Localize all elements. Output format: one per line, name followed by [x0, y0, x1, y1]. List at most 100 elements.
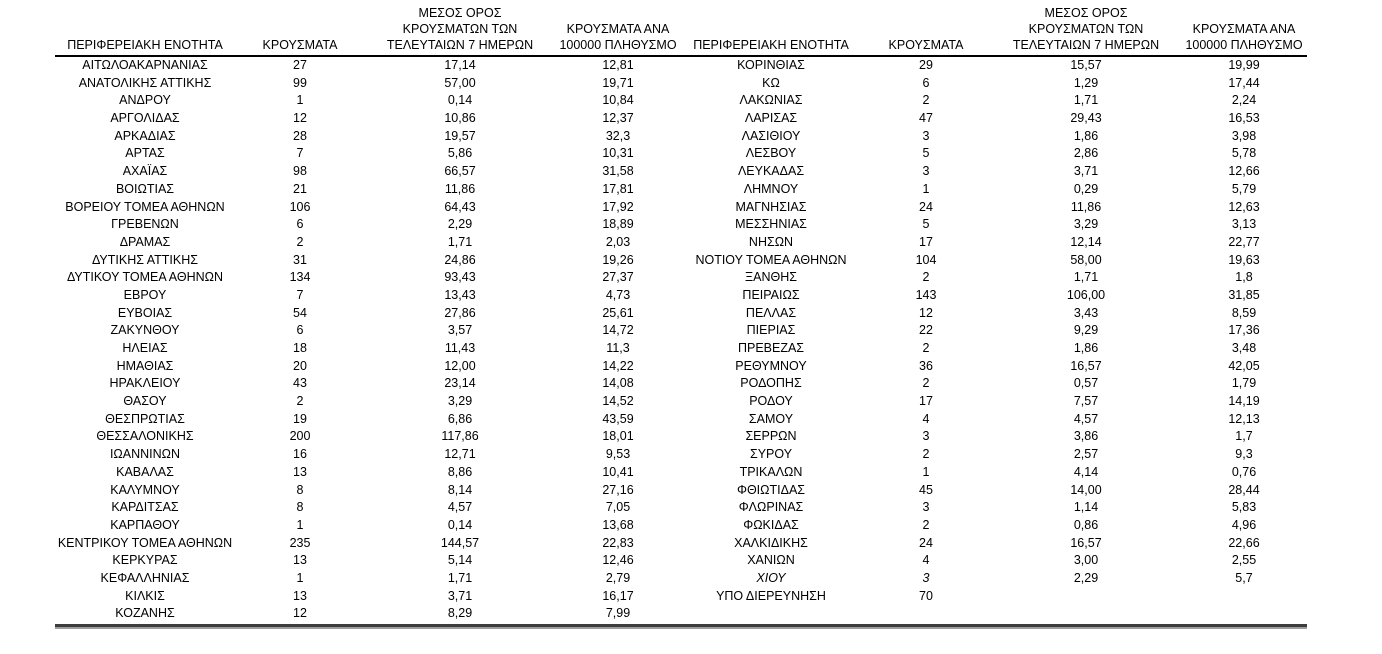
cell-per100k: 19,99 — [1228, 58, 1260, 72]
cell-cases: 6 — [296, 217, 304, 232]
cell-per100k: 14,22 — [602, 358, 634, 373]
cell-per100k: 18,89 — [602, 217, 634, 232]
cell-avg7: 0,14 — [447, 517, 473, 532]
table-row: ΒΟΡΕΙΟΥ ΤΟΜΕΑ ΑΘΗΝΩΝ 106 64,43 17,92 ΜΑΓΝΗΣΙ… — [55, 199, 1307, 217]
cell-region: ΑΡΚΑΔΙΑΣ — [114, 128, 176, 143]
table-row: ΚΑΒΑΛΑΣ 13 8,86 10,41 ΤΡΙΚΑΛΩΝ 1 4,14 0,76 — [55, 464, 1307, 482]
cell-region: ΑΡΓΟΛΙΔΑΣ — [110, 111, 180, 126]
cell-per100k: 18,01 — [602, 429, 634, 444]
header-cases: ΚΡΟΥΣΜΑΤΑ — [262, 38, 338, 52]
bottom-rule — [55, 624, 1307, 627]
cell-avg7: 117,86 — [441, 429, 479, 444]
table-row: ΑΡΤΑΣ 7 5,86 10,31 ΛΕΣΒΟΥ 5 2,86 5,78 — [55, 145, 1307, 163]
cell-avg7: 3,71 — [447, 588, 473, 603]
cell-per100k: 4,73 — [605, 287, 631, 302]
table-row: ΕΥΒΟΙΑΣ 54 27,86 25,61 ΠΕΛΛΑΣ 12 3,43 8,59 — [55, 305, 1307, 323]
cell-per100k: 11,3 — [606, 341, 630, 355]
cell-region: ΣΥΡΟΥ — [749, 447, 793, 462]
cell-cases: 235 — [289, 535, 311, 550]
cell-cases: 13 — [293, 464, 307, 479]
cell-avg7 — [991, 605, 1181, 623]
table-row: ΚΙΛΚΙΣ 13 3,71 16,17 ΥΠΟ ΔΙΕΡΕΥΝΗΣΗ 70 — [55, 588, 1307, 606]
cell-avg7: 93,43 — [444, 270, 476, 285]
cell-cases: 6 — [296, 323, 304, 338]
table-row: ΑΧΑΪΑΣ 98 66,57 31,58 ΛΕΥΚΑΔΑΣ 3 3,71 12,66 — [55, 163, 1307, 181]
cell-cases: 5 — [922, 146, 930, 161]
cell-avg7: 3,43 — [1073, 305, 1099, 320]
header-per100k: ΚΡΟΥΣΜΑΤΑ ΑΝΑ 100000 ΠΛΗΘΥΣΜΟ — [1185, 22, 1303, 52]
cell-region: ΠΡΕΒΕΖΑΣ — [737, 341, 805, 355]
cell-region: ΕΥΒΟΙΑΣ — [117, 305, 173, 320]
cell-avg7: 144,57 — [440, 535, 480, 550]
cell-region: ΜΑΓΝΗΣΙΑΣ — [735, 199, 807, 214]
cell-per100k: 10,84 — [602, 93, 634, 108]
cell-region: ΚΟΡΙΝΘΙΑΣ — [737, 58, 805, 72]
cell-cases: 21 — [293, 181, 307, 196]
cell-per100k: 5,83 — [1231, 500, 1257, 515]
cell-cases: 22 — [919, 323, 933, 338]
cell-region: ΣΑΜΟΥ — [748, 411, 794, 426]
cell-cases: 18 — [293, 341, 307, 355]
table-row: ΚΑΛΥΜΝΟΥ 8 8,14 27,16 ΦΘΙΩΤΙΔΑΣ 45 14,00 28,44 — [55, 482, 1307, 500]
cell-avg7: 8,86 — [447, 464, 473, 479]
table-row: ΔΡΑΜΑΣ 2 1,71 2,03 ΝΗΣΩΝ 17 12,14 22,77 — [55, 234, 1307, 252]
cell-avg7: 24,86 — [444, 252, 476, 267]
cell-per100k: 12,66 — [1228, 164, 1260, 179]
cell-region: ΚΑΒΑΛΑΣ — [116, 464, 174, 479]
cell-region: ΠΕΛΛΑΣ — [745, 305, 797, 320]
cell-region: ΦΩΚΙΔΑΣ — [743, 517, 799, 532]
table-row: ΑΙΤΩΛΟΑΚΑΡΝΑΝΙΑΣ 27 17,14 12,81 ΚΟΡΙΝΘΙΑΣ 29 1… — [55, 57, 1307, 75]
cell-avg7: 1,71 — [1073, 270, 1099, 285]
cell-cases: 2 — [922, 376, 930, 391]
cell-avg7: 5,86 — [447, 146, 473, 161]
table-row: ΗΜΑΘΙΑΣ 20 12,00 14,22 ΡΕΘΥΜΝΟΥ 36 16,57 42,05 — [55, 358, 1307, 376]
cell-cases: 7 — [296, 146, 304, 161]
table-row: ΙΩΑΝΝΙΝΩΝ 16 12,71 9,53 ΣΥΡΟΥ 2 2,57 9,3 — [55, 446, 1307, 464]
cell-per100k: 28,44 — [1228, 482, 1260, 497]
table-body: ΑΙΤΩΛΟΑΚΑΡΝΑΝΙΑΣ 27 17,14 12,81 ΚΟΡΙΝΘΙΑΣ 29 1… — [55, 57, 1307, 623]
cell-region: ΚΩ — [762, 75, 780, 90]
cell-per100k: 2,55 — [1231, 553, 1257, 568]
cell-region: ΧΑΛΚΙΔΙΚΗΣ — [734, 535, 808, 550]
cell-per100k: 14,19 — [1228, 394, 1260, 409]
cell-avg7: 2,86 — [1073, 146, 1099, 161]
cell-region: ΚΑΡΠΑΘΟΥ — [110, 517, 180, 532]
cell-avg7: 0,57 — [1073, 376, 1099, 391]
cell-cases: 98 — [293, 164, 307, 179]
cell-avg7: 7,57 — [1073, 394, 1099, 409]
cell-cases: 54 — [293, 305, 307, 320]
cell-per100k: 10,41 — [602, 464, 634, 479]
cell-region — [681, 605, 861, 623]
cell-region: ΛΑΚΩΝΙΑΣ — [739, 93, 803, 108]
cell-per100k: 14,52 — [602, 394, 634, 409]
cell-region: ΔΥΤΙΚΗΣ ΑΤΤΙΚΗΣ — [92, 252, 198, 267]
cell-cases: 3 — [922, 429, 930, 444]
cell-avg7: 57,00 — [444, 75, 476, 90]
cell-avg7 — [991, 588, 1181, 606]
cell-region: ΥΠΟ ΔΙΕΡΕΥΝΗΣΗ — [716, 588, 826, 603]
cell-per100k — [1181, 605, 1307, 623]
cell-per100k: 22,83 — [602, 535, 634, 550]
table-row: ΑΡΚΑΔΙΑΣ 28 19,57 32,3 ΛΑΣΙΘΙΟΥ 3 1,86 3,98 — [55, 128, 1307, 146]
table-row: ΚΟΖΑΝΗΣ 12 8,29 7,99 — [55, 605, 1307, 623]
header-avg7: ΜΕΣΟΣ ΟΡΟΣ ΚΡΟΥΣΜΑΤΩΝ ΤΩΝ ΤΕΛΕΥΤΑΙΩΝ 7 Η… — [1012, 6, 1160, 52]
cell-cases: 4 — [922, 411, 930, 426]
table-row: ΒΟΙΩΤΙΑΣ 21 11,86 17,81 ΛΗΜΝΟΥ 1 0,29 5,79 — [55, 181, 1307, 199]
cell-per100k: 17,36 — [1228, 323, 1260, 338]
cell-region: ΚΕΝΤΡΙΚΟΥ ΤΟΜΕΑ ΑΘΗΝΩΝ — [57, 535, 233, 550]
cell-cases: 3 — [922, 570, 930, 585]
cell-cases: 20 — [293, 358, 307, 373]
cell-cases: 104 — [915, 252, 937, 267]
cell-cases: 2 — [296, 394, 304, 409]
cell-cases: 6 — [922, 75, 930, 90]
cell-cases: 143 — [915, 287, 937, 302]
cell-avg7: 9,29 — [1073, 323, 1099, 338]
cell-region: ΑΧΑΪΑΣ — [122, 164, 168, 179]
cell-region: ΧΑΝΙΩΝ — [747, 553, 795, 568]
cell-region: ΞΑΝΘΗΣ — [745, 270, 797, 285]
cell-avg7: 11,86 — [444, 181, 476, 196]
cell-region: ΛΑΡΙΣΑΣ — [744, 111, 798, 126]
cell-avg7: 3,29 — [1073, 217, 1099, 232]
cell-per100k: 27,16 — [602, 482, 634, 497]
cell-region: ΕΒΡΟΥ — [123, 287, 167, 302]
